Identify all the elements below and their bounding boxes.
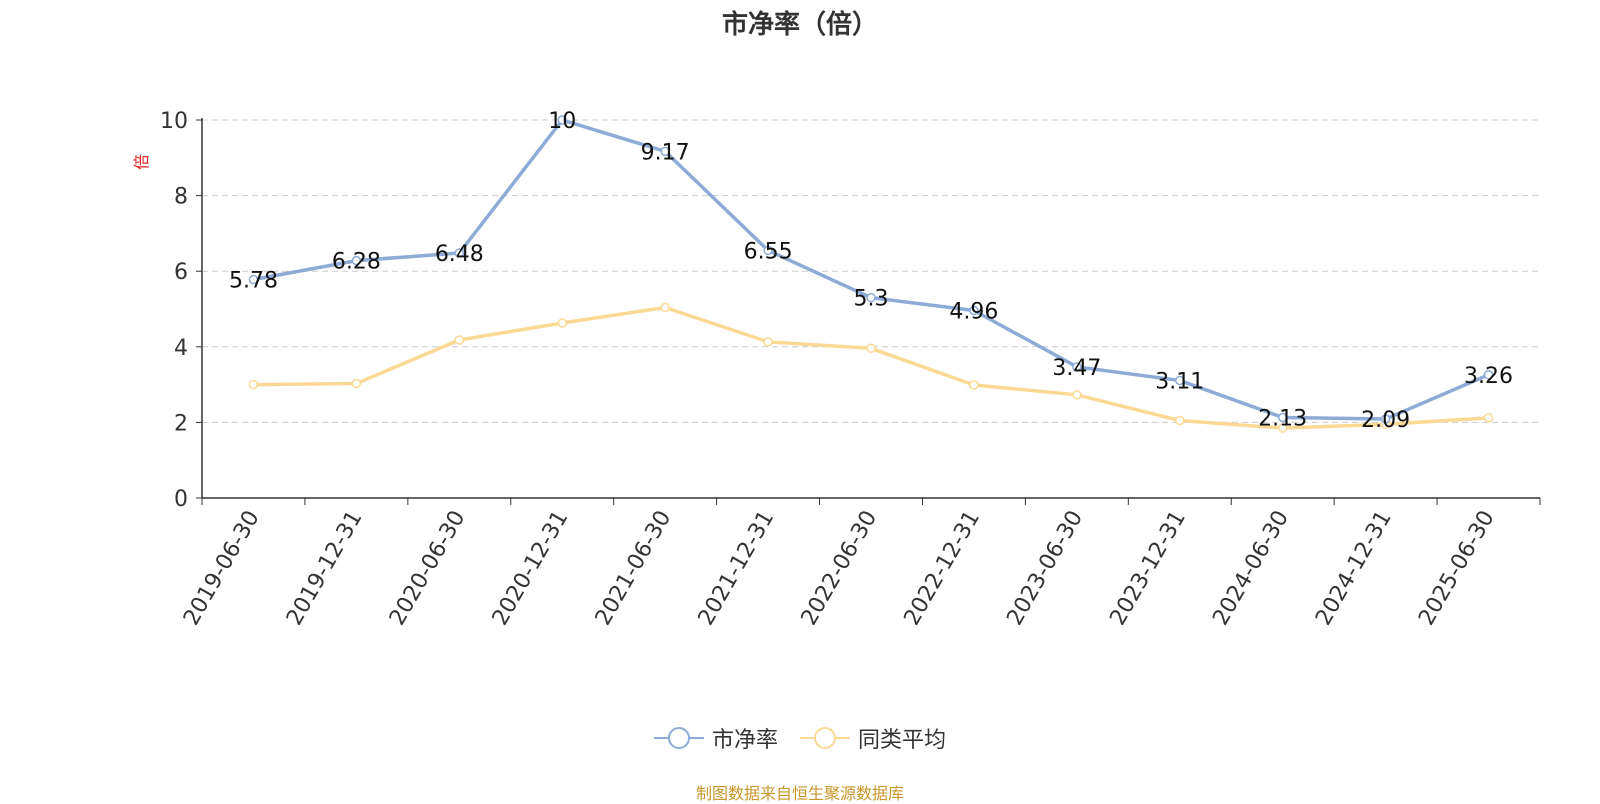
data-label: 6.55	[744, 239, 793, 264]
data-label: 3.11	[1155, 369, 1204, 394]
x-tick-label: 2024-12-31	[1311, 507, 1397, 630]
data-label: 9.17	[641, 140, 690, 165]
data-label: 10	[548, 109, 576, 134]
data-point-1	[1483, 413, 1494, 423]
data-point-0	[557, 115, 567, 125]
data-label: 2.13	[1258, 406, 1307, 431]
series-line-0	[253, 118, 1490, 421]
y-tick-label: 0	[174, 487, 188, 512]
legend-item-pb[interactable]: 市净率	[653, 722, 778, 754]
y-tick-label: 4	[174, 336, 188, 361]
data-point-0	[969, 305, 979, 316]
data-point-0	[351, 255, 362, 266]
data-point-1	[1277, 423, 1288, 433]
data-point-1	[1072, 390, 1082, 400]
data-point-1	[660, 302, 670, 313]
data-label: 3.47	[1052, 356, 1101, 381]
x-tick-label: 2022-06-30	[797, 507, 883, 630]
data-point-0	[763, 245, 773, 256]
data-point-1	[557, 318, 567, 328]
data-point-1	[351, 378, 362, 389]
x-tick-label: 2025-06-30	[1414, 507, 1500, 630]
legend-label-pb: 市净率	[711, 728, 778, 753]
source-note: 制图数据来自恒生聚源数据库	[695, 784, 904, 803]
data-point-0	[1483, 370, 1494, 380]
data-point-1	[1175, 415, 1185, 426]
y-tick-label: 2	[174, 411, 188, 436]
data-point-0	[1277, 412, 1288, 423]
data-point-0	[660, 146, 670, 157]
legend-swatch-peer-average-icon	[800, 727, 850, 749]
chart-title: 市净率（倍）	[721, 10, 878, 40]
x-tick-label: 2023-12-31	[1105, 507, 1191, 630]
legend-swatch-pb-icon	[653, 727, 704, 749]
data-point-1	[969, 380, 979, 390]
x-tick-label: 2020-12-31	[488, 507, 574, 630]
data-label: 4.96	[949, 300, 998, 325]
legend-label-peer-average: 同类平均	[858, 728, 947, 753]
y-tick-label: 6	[174, 260, 188, 285]
data-label: 6.48	[435, 242, 484, 267]
data-label: 3.26	[1464, 364, 1513, 389]
data-point-1	[454, 335, 465, 345]
data-point-0	[1380, 414, 1391, 424]
data-point-0	[248, 274, 259, 285]
data-label: 5.78	[229, 269, 278, 294]
x-tick-label: 2021-06-30	[591, 507, 677, 630]
y-tick-label: 8	[174, 185, 188, 210]
data-point-1	[866, 343, 876, 354]
data-point-1	[763, 337, 773, 347]
x-tick-label: 2024-06-30	[1208, 507, 1294, 630]
x-tick-label: 2019-12-31	[282, 507, 368, 630]
data-point-0	[454, 248, 465, 258]
data-point-0	[1072, 362, 1082, 372]
y-tick-label: 10	[160, 109, 188, 134]
data-point-0	[1175, 375, 1185, 386]
data-label: 6.28	[332, 250, 381, 275]
data-label: 2.09	[1361, 408, 1410, 433]
x-tick-label: 2023-06-30	[1002, 507, 1088, 630]
legend-item-peer-average[interactable]: 同类平均	[800, 722, 946, 754]
x-tick-label: 2020-06-30	[385, 507, 471, 630]
legend: 市净率 同类平均	[0, 722, 1600, 754]
x-tick-label: 2019-06-30	[179, 507, 265, 630]
x-tick-label: 2022-12-31	[900, 507, 986, 630]
x-tick-label: 2021-12-31	[694, 507, 780, 630]
data-label: 5.3	[854, 287, 889, 312]
data-point-0	[866, 292, 876, 303]
data-point-1	[248, 379, 259, 390]
